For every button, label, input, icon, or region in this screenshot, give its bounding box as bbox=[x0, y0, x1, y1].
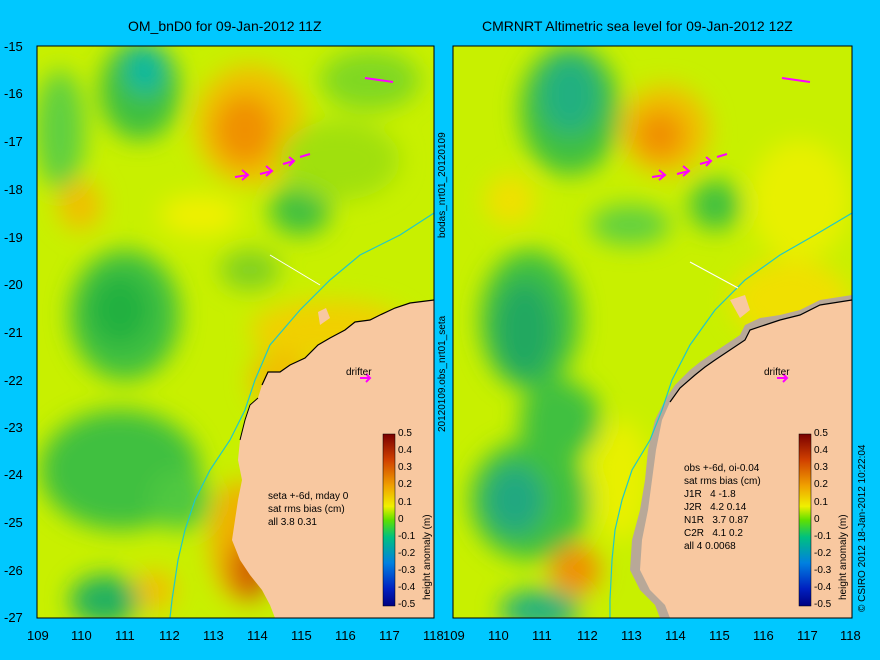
stats-line: C2R 4.1 0.2 bbox=[684, 528, 743, 539]
colorbar-tick: 0.5 bbox=[814, 428, 828, 439]
colorbar-tick: -0.2 bbox=[398, 548, 416, 559]
stats-line: seta +-6d, mday 0 bbox=[268, 491, 349, 502]
x-tick: 114 bbox=[247, 628, 268, 643]
colorbar-tick: 0.2 bbox=[398, 479, 412, 490]
x-tick: 112 bbox=[577, 628, 598, 643]
left-colorbar-label: height anomaly (m) bbox=[422, 514, 433, 600]
colorbar-tick: 0.3 bbox=[814, 462, 828, 473]
colorbar-tick: 0.3 bbox=[398, 462, 412, 473]
colorbar-tick: 0.4 bbox=[398, 445, 412, 456]
stats-line: sat rms bias (cm) bbox=[268, 504, 345, 515]
colorbar-tick: 0.1 bbox=[398, 497, 412, 508]
stats-line: obs +-6d, oi-0.04 bbox=[684, 463, 760, 474]
left-stats: seta +-6d, mday 0 sat rms bias (cm) all … bbox=[268, 490, 348, 529]
colorbar-tick: -0.2 bbox=[814, 548, 832, 559]
colorbar-tick: -0.4 bbox=[814, 582, 832, 593]
x-tick: 111 bbox=[532, 628, 552, 643]
y-tick: -15 bbox=[4, 39, 23, 54]
stats-line: J2R 4.2 0.14 bbox=[684, 502, 747, 513]
right-colorbar bbox=[798, 433, 812, 607]
x-tick: 113 bbox=[621, 628, 642, 643]
x-tick: 111 bbox=[115, 628, 135, 643]
colorbar-tick: -0.5 bbox=[814, 599, 832, 610]
right-colorbar-label: height anomaly (m) bbox=[838, 514, 849, 600]
left-panel-title: OM_bnD0 for 09-Jan-2012 11Z bbox=[128, 18, 322, 34]
y-tick: -21 bbox=[4, 325, 23, 340]
left-map bbox=[37, 46, 434, 618]
y-tick: -27 bbox=[4, 610, 23, 625]
x-tick: 110 bbox=[488, 628, 509, 643]
colorbar-tick: -0.5 bbox=[398, 599, 416, 610]
colorbar-tick: -0.4 bbox=[398, 582, 416, 593]
copyright: © CSIRO 2012 18-Jan-2012 10:22:04 bbox=[857, 444, 868, 612]
x-tick: 110 bbox=[71, 628, 92, 643]
colorbar-tick: 0.1 bbox=[814, 497, 828, 508]
x-tick: 118 bbox=[423, 628, 444, 643]
left-colorbar bbox=[382, 433, 396, 607]
y-tick: -26 bbox=[4, 563, 23, 578]
y-tick: -20 bbox=[4, 277, 23, 292]
x-tick: 117 bbox=[379, 628, 400, 643]
x-tick: 114 bbox=[665, 628, 686, 643]
x-tick: 116 bbox=[753, 628, 774, 643]
bodas-file-label: bodas_nrt01_20120109 bbox=[437, 132, 448, 238]
right-map bbox=[453, 46, 852, 618]
y-tick: -25 bbox=[4, 515, 23, 530]
left-drifter-arrows bbox=[234, 77, 394, 383]
y-tick: -23 bbox=[4, 420, 23, 435]
stats-line: N1R 3.7 0.87 bbox=[684, 515, 749, 526]
stats-line: sat rms bias (cm) bbox=[684, 476, 761, 487]
stats-line: all 4 0.0068 bbox=[684, 541, 736, 552]
y-tick: -17 bbox=[4, 134, 23, 149]
colorbar-tick: -0.1 bbox=[398, 531, 416, 542]
x-tick: 117 bbox=[797, 628, 818, 643]
x-tick: 109 bbox=[443, 628, 465, 643]
right-panel-title: CMRNRT Altimetric sea level for 09-Jan-2… bbox=[482, 18, 793, 34]
colorbar-tick: 0.4 bbox=[814, 445, 828, 456]
y-tick: -16 bbox=[4, 86, 23, 101]
colorbar-tick: 0 bbox=[398, 514, 404, 525]
colorbar-tick: -0.1 bbox=[814, 531, 832, 542]
y-tick: -19 bbox=[4, 230, 23, 245]
y-tick: -24 bbox=[4, 467, 23, 482]
x-tick: 109 bbox=[27, 628, 49, 643]
x-tick: 113 bbox=[203, 628, 224, 643]
y-tick: -18 bbox=[4, 182, 23, 197]
obs-file-label: 20120109.obs_nrt01_seta bbox=[437, 315, 448, 432]
colorbar-tick: -0.3 bbox=[814, 565, 832, 576]
right-drifter-arrows bbox=[651, 77, 811, 383]
x-tick: 115 bbox=[291, 628, 312, 643]
colorbar-tick: 0 bbox=[814, 514, 820, 525]
x-tick: 115 bbox=[709, 628, 730, 643]
x-tick: 116 bbox=[335, 628, 356, 643]
stats-line: all 3.8 0.31 bbox=[268, 517, 317, 528]
right-drifter-label: drifter bbox=[764, 367, 790, 378]
stats-line: J1R 4 -1.8 bbox=[684, 489, 736, 500]
right-stats: obs +-6d, oi-0.04 sat rms bias (cm) J1R … bbox=[684, 462, 761, 553]
x-tick: 118 bbox=[840, 628, 861, 643]
colorbar-tick: -0.3 bbox=[398, 565, 416, 576]
colorbar-tick: 0.5 bbox=[398, 428, 412, 439]
x-tick: 112 bbox=[159, 628, 180, 643]
colorbar-tick: 0.2 bbox=[814, 479, 828, 490]
y-tick: -22 bbox=[4, 373, 23, 388]
left-drifter-label: drifter bbox=[346, 367, 372, 378]
